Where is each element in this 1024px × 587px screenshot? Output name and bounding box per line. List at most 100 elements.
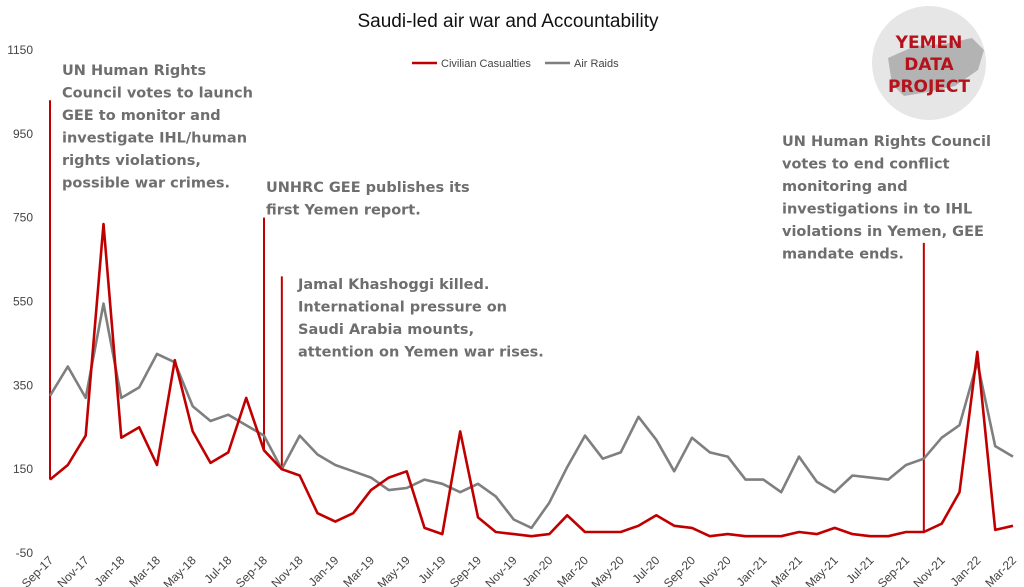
- y-tick-label: 550: [13, 295, 33, 309]
- data-point-civilian-casualties: [780, 535, 783, 538]
- x-tick-label: Mar-18: [126, 553, 163, 587]
- data-point-civilian-casualties: [816, 533, 819, 536]
- x-tick-label: May-20: [589, 553, 627, 587]
- legend-label-civilian-casualties: Civilian Casualties: [441, 58, 531, 70]
- x-tick-label: Nov-20: [697, 553, 734, 587]
- data-point-air-raids: [548, 501, 551, 504]
- x-tick-label: Jan-21: [734, 553, 770, 587]
- data-point-air-raids: [1012, 455, 1015, 458]
- x-tick-label: Jan-22: [948, 553, 984, 587]
- series: [48, 222, 1015, 538]
- data-point-air-raids: [798, 455, 801, 458]
- data-point-civilian-casualties: [67, 464, 70, 467]
- x-tick-label: Mar-20: [554, 553, 591, 587]
- x-tick-label: Sep-20: [661, 553, 698, 587]
- data-point-civilian-casualties: [49, 478, 52, 481]
- series-line-civilian-casualties: [49, 222, 1014, 538]
- data-point-air-raids: [352, 470, 355, 473]
- annotation-text: Jamal Khashoggi killed.: [297, 277, 489, 293]
- x-tick-label: Jul-18: [201, 553, 234, 586]
- data-point-civilian-casualties: [263, 449, 266, 452]
- data-point-air-raids: [691, 436, 694, 439]
- data-point-civilian-casualties: [441, 533, 444, 536]
- data-point-air-raids: [316, 453, 319, 456]
- x-tick-label: Mar-22: [982, 553, 1019, 587]
- data-point-civilian-casualties: [976, 351, 979, 354]
- data-point-civilian-casualties: [673, 524, 676, 527]
- y-tick-label: -50: [16, 546, 34, 560]
- data-point-civilian-casualties: [370, 489, 373, 492]
- data-point-air-raids: [370, 476, 373, 479]
- data-point-air-raids: [84, 397, 87, 400]
- data-point-civilian-casualties: [512, 533, 515, 536]
- data-point-air-raids: [816, 480, 819, 483]
- x-tick-label: Jul-21: [843, 553, 876, 586]
- annotation-text: UN Human Rights: [62, 63, 206, 79]
- data-point-air-raids: [887, 478, 890, 481]
- x-tick-label: Sep-18: [233, 553, 270, 587]
- data-point-civilian-casualties: [120, 436, 123, 439]
- data-point-air-raids: [334, 464, 337, 467]
- data-point-air-raids: [263, 434, 266, 437]
- annotation-text: investigations in to IHL: [782, 202, 972, 218]
- annotation-text: International pressure on: [298, 300, 507, 316]
- data-point-civilian-casualties: [726, 533, 729, 536]
- data-point-air-raids: [245, 424, 248, 427]
- data-point-air-raids: [673, 470, 676, 473]
- data-point-air-raids: [709, 451, 712, 454]
- data-point-air-raids: [905, 464, 908, 467]
- data-point-civilian-casualties: [477, 516, 480, 519]
- data-point-civilian-casualties: [584, 531, 587, 534]
- data-point-air-raids: [923, 457, 926, 460]
- data-point-civilian-casualties: [245, 397, 248, 400]
- data-point-air-raids: [958, 424, 961, 427]
- x-tick-label: Jan-20: [520, 553, 556, 587]
- data-point-civilian-casualties: [709, 535, 712, 538]
- data-point-civilian-casualties: [352, 512, 355, 515]
- data-point-civilian-casualties: [1012, 524, 1015, 527]
- data-point-civilian-casualties: [798, 531, 801, 534]
- y-tick-label: 150: [13, 462, 33, 476]
- data-point-air-raids: [459, 491, 462, 494]
- data-point-air-raids: [566, 466, 569, 469]
- x-tick-label: May-18: [161, 553, 199, 587]
- x-tick-label: Nov-19: [483, 553, 520, 587]
- legend: Civilian Casualties Air Raids: [412, 58, 619, 70]
- x-tick-label: Sep-19: [447, 553, 484, 587]
- data-point-air-raids: [940, 436, 943, 439]
- data-point-civilian-casualties: [423, 527, 426, 530]
- data-point-civilian-casualties: [191, 430, 194, 433]
- annotation-text: Saudi Arabia mounts,: [298, 322, 474, 338]
- data-point-civilian-casualties: [655, 514, 658, 517]
- data-point-civilian-casualties: [869, 535, 872, 538]
- data-point-civilian-casualties: [405, 470, 408, 473]
- data-point-civilian-casualties: [530, 535, 533, 538]
- data-point-air-raids: [423, 478, 426, 481]
- annotation-text: rights violations,: [62, 153, 201, 169]
- data-point-air-raids: [762, 478, 765, 481]
- data-point-air-raids: [441, 483, 444, 486]
- annotation-text: mandate ends.: [782, 247, 904, 263]
- data-point-air-raids: [227, 413, 230, 416]
- x-tick-label: Sep-21: [875, 553, 912, 587]
- yemen-data-project-logo: YEMEN DATA PROJECT: [872, 6, 986, 120]
- data-point-civilian-casualties: [156, 464, 159, 467]
- data-point-air-raids: [209, 420, 212, 423]
- annotation-text: monitoring and: [782, 179, 908, 195]
- data-point-air-raids: [744, 478, 747, 481]
- data-point-air-raids: [726, 455, 729, 458]
- data-point-air-raids: [495, 495, 498, 498]
- series-line-air-raids: [48, 302, 1014, 530]
- data-point-air-raids: [298, 434, 301, 437]
- data-point-civilian-casualties: [637, 524, 640, 527]
- series-air-raids: [48, 302, 1015, 530]
- data-point-air-raids: [833, 491, 836, 494]
- data-point-air-raids: [637, 415, 640, 418]
- data-point-civilian-casualties: [459, 430, 462, 433]
- data-point-civilian-casualties: [388, 476, 391, 479]
- annotation-text: possible war crimes.: [62, 176, 230, 192]
- data-point-civilian-casualties: [905, 531, 908, 534]
- annotation-text: GEE to monitor and: [62, 108, 221, 124]
